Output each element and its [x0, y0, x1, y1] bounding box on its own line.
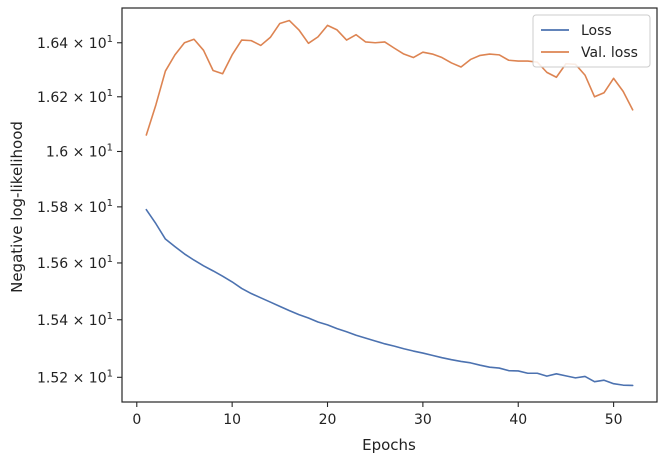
- y-axis-title: Negative log-likelihood: [8, 121, 26, 293]
- y-tick-label-6: 1.64 × 101: [37, 34, 113, 52]
- x-tick-label-2: 20: [319, 412, 337, 428]
- x-tick-label-5: 50: [605, 412, 623, 428]
- y-tick-label-5: 1.62 × 101: [37, 88, 113, 106]
- y-tick-label-2: 1.56 × 101: [37, 254, 113, 272]
- x-tick-label-3: 30: [414, 412, 432, 428]
- legend-label-1: Val. loss: [581, 45, 638, 61]
- x-tick-label-1: 10: [223, 412, 241, 428]
- axes: 0 10 20 30 40 50 1.52 × 101 1.54 × 101 1.56 × 10…: [37, 7, 658, 428]
- y-tick-label-1: 1.54 × 101: [37, 311, 113, 329]
- axes-frame: [121, 7, 658, 403]
- legend-label-0: Loss: [581, 23, 612, 39]
- x-tick-label-4: 40: [509, 412, 527, 428]
- y-tick-label-4: 1.6 × 101: [46, 142, 113, 160]
- y-tick-label-0: 1.52 × 101: [37, 368, 113, 386]
- x-axis-title: Epochs: [362, 436, 416, 454]
- legend: Loss Val. loss: [532, 14, 651, 68]
- legend-box: [532, 14, 651, 68]
- series-line-0: [145, 208, 634, 387]
- x-tick-label-0: 0: [132, 412, 141, 428]
- y-tick-label-3: 1.58 × 101: [37, 198, 113, 216]
- series-lines: [145, 19, 634, 387]
- series-line-1: [145, 19, 634, 136]
